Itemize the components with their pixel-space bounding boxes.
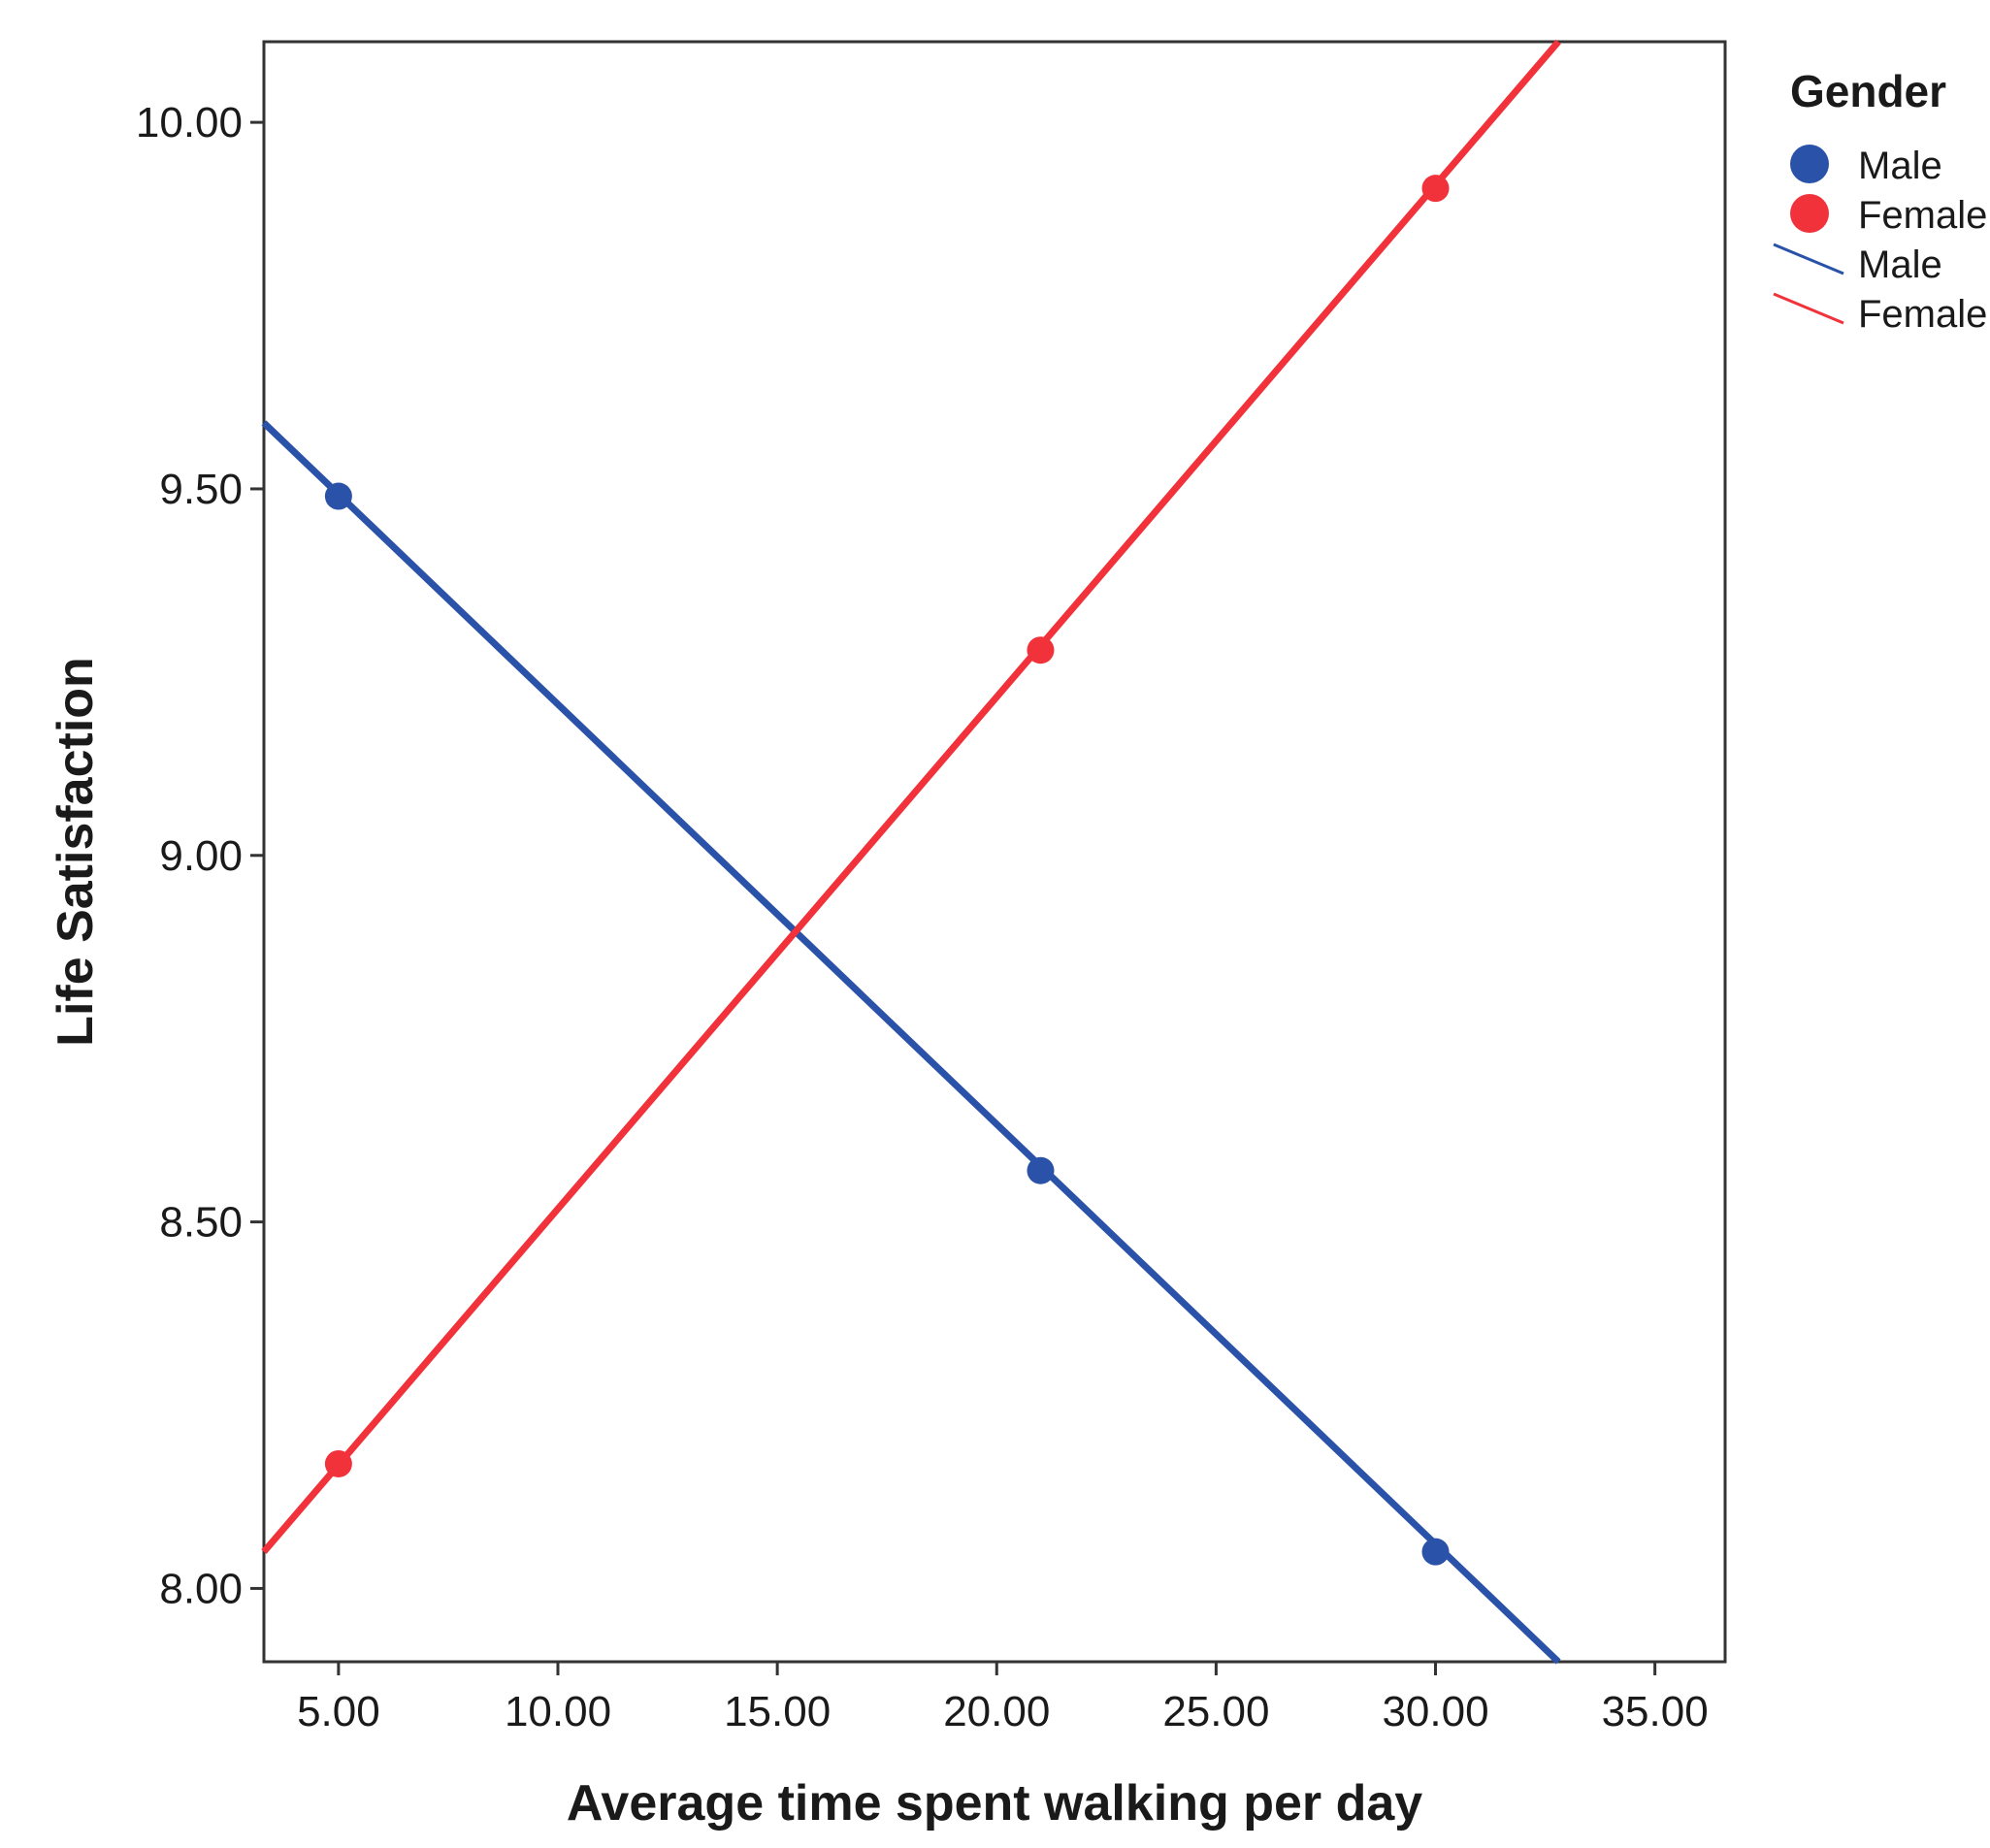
x-tick-label: 25.00	[1162, 1688, 1269, 1735]
x-tick-label: 20.00	[943, 1688, 1050, 1735]
x-axis: 5.00 10.00 15.00 20.00 25.00 30.00 35.00	[297, 1662, 1709, 1735]
x-tick-label: 15.00	[724, 1688, 831, 1735]
x-tick-label: 30.00	[1382, 1688, 1488, 1735]
data-point-male	[324, 482, 352, 510]
fit-lines	[261, 39, 1561, 1665]
fit-line-male	[261, 420, 1561, 1665]
legend-marker-female	[1790, 194, 1829, 233]
y-tick-label: 9.50	[159, 466, 243, 513]
legend-line-male	[1773, 243, 1844, 276]
data-point-male	[1421, 1538, 1450, 1566]
fit-line-female	[261, 39, 1561, 1554]
legend-label-female: Female	[1858, 293, 1987, 336]
legend: Gender Male Female Male Female	[1773, 66, 1987, 336]
x-tick-label: 35.00	[1602, 1688, 1709, 1735]
y-tick-label: 9.00	[159, 832, 243, 880]
y-tick-label: 8.00	[159, 1565, 243, 1612]
y-tick-label: 8.50	[159, 1199, 243, 1247]
data-points	[324, 175, 1450, 1566]
y-axis: 8.00 8.50 9.00 9.50 10.00	[136, 99, 264, 1612]
data-point-female	[1027, 636, 1055, 665]
data-point-female	[324, 1449, 352, 1477]
legend-label-female: Female	[1858, 194, 1987, 237]
y-tick-label: 10.00	[136, 99, 243, 146]
legend-label-male: Male	[1858, 243, 1942, 286]
y-axis-title: Life Satisfaction	[48, 657, 104, 1047]
legend-line-female	[1773, 292, 1844, 325]
x-tick-label: 5.00	[297, 1688, 380, 1735]
x-tick-label: 10.00	[505, 1688, 611, 1735]
legend-label-male: Male	[1858, 145, 1942, 187]
plot-frame	[262, 40, 1727, 1664]
x-axis-title: Average time spent walking per day	[567, 1775, 1422, 1832]
data-point-female	[1421, 175, 1450, 203]
data-point-male	[1027, 1156, 1055, 1184]
legend-title: Gender	[1790, 66, 1946, 116]
legend-marker-male	[1790, 145, 1829, 183]
